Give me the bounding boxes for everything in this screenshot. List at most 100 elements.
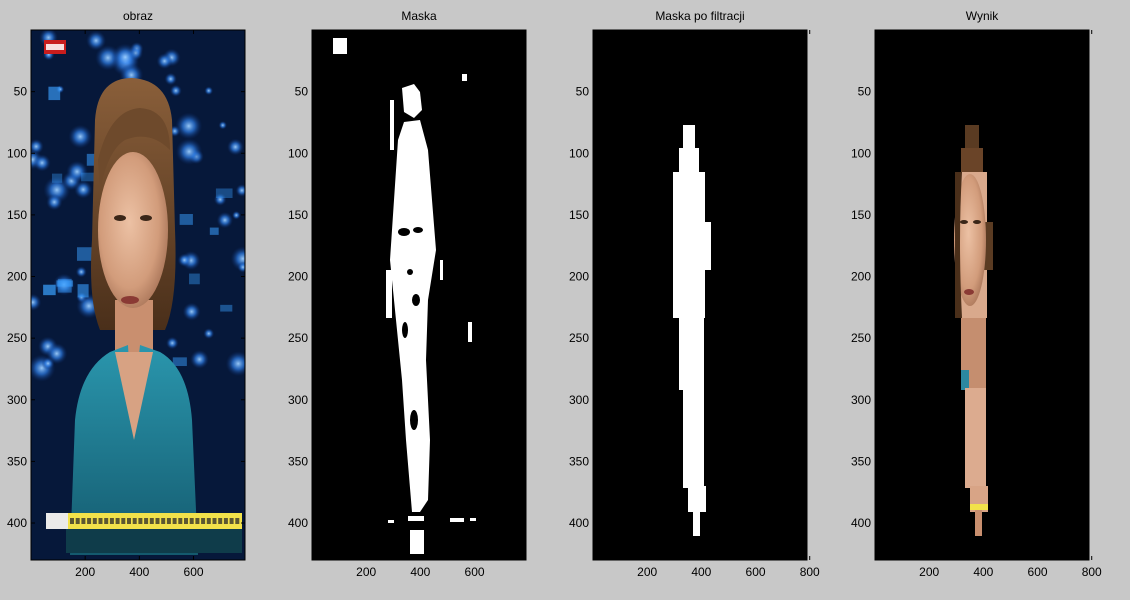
axes-1-decor: obraz 50 100 150 200 250 300 350 400 200 400 600 bbox=[7, 9, 246, 579]
result-hair bbox=[965, 125, 979, 155]
anchor-neckline bbox=[115, 352, 153, 440]
x-tick-label: 800 bbox=[800, 565, 820, 579]
x-tick-label: 600 bbox=[746, 565, 766, 579]
y-tick-label: 350 bbox=[288, 454, 308, 468]
screen-light bbox=[179, 214, 193, 225]
y-tick-label: 250 bbox=[288, 331, 308, 345]
y-tick-label: 100 bbox=[851, 146, 871, 160]
anchor-face bbox=[98, 152, 168, 308]
y-tick-label: 200 bbox=[569, 270, 589, 284]
y-tick-label: 350 bbox=[851, 454, 871, 468]
bokeh-light bbox=[46, 343, 68, 365]
axes-maska bbox=[312, 30, 526, 560]
x-tick-label: 600 bbox=[184, 565, 204, 579]
axes-maska-po-filtracji bbox=[593, 30, 807, 560]
ticker-glyph bbox=[201, 518, 206, 524]
ticker-glyph bbox=[138, 518, 143, 524]
y-tick-label: 400 bbox=[569, 516, 589, 530]
ticker-glyph bbox=[178, 518, 183, 524]
bokeh-light bbox=[166, 336, 179, 350]
bokeh-light bbox=[203, 328, 215, 340]
x-tick-label: 200 bbox=[637, 565, 657, 579]
bokeh-light bbox=[213, 193, 227, 206]
y-tick-label: 300 bbox=[851, 393, 871, 407]
axes-2-decor: Maska 50 100 150 200 250 300 350 400 200 400 600 bbox=[288, 9, 527, 579]
y-tick-label: 200 bbox=[288, 270, 308, 284]
mask-upper-blob bbox=[402, 84, 422, 118]
filtered-block bbox=[679, 318, 704, 390]
anchor-top bbox=[70, 345, 198, 555]
axes-frame bbox=[311, 29, 527, 561]
ticker-text bbox=[70, 518, 240, 524]
bokeh-light bbox=[75, 266, 87, 278]
x-tick-label: 400 bbox=[129, 565, 149, 579]
screen-light bbox=[215, 188, 233, 199]
mask-bottom-2 bbox=[388, 520, 394, 523]
axes-3-decor: Maska po filtracji 50 100 150 200 250 300 350 40… bbox=[569, 9, 820, 579]
x-tick-label: 400 bbox=[973, 565, 993, 579]
result-eye-right bbox=[973, 220, 981, 224]
axes-frame bbox=[592, 29, 808, 561]
y-tick-label: 250 bbox=[851, 331, 871, 345]
y-tick-label: 100 bbox=[7, 146, 27, 160]
x-tick-label: 600 bbox=[465, 565, 485, 579]
mask-logo-blob bbox=[333, 38, 347, 54]
screen-light bbox=[76, 247, 94, 261]
result-ticker bbox=[970, 504, 988, 510]
y-tick-label: 150 bbox=[851, 208, 871, 222]
bokeh-light bbox=[164, 72, 177, 86]
y-tick-label: 400 bbox=[7, 516, 27, 530]
anchor-fringe bbox=[98, 108, 170, 190]
screen-light bbox=[189, 273, 200, 285]
bokeh-light bbox=[235, 184, 245, 197]
bokeh-light bbox=[169, 84, 182, 97]
ticker-glyph bbox=[98, 518, 103, 524]
ticker-glyph bbox=[229, 518, 234, 524]
mask-bottom-5 bbox=[408, 516, 424, 521]
y-tick-label: 250 bbox=[569, 331, 589, 345]
axes-title: obraz bbox=[123, 9, 153, 23]
ticker-label bbox=[46, 513, 68, 529]
mask-bottom-3 bbox=[450, 518, 464, 522]
bokeh-light bbox=[204, 86, 214, 96]
y-tick-label: 50 bbox=[858, 85, 872, 99]
ticker-glyph bbox=[195, 518, 200, 524]
y-tick-label: 50 bbox=[295, 85, 309, 99]
ticker-shadow bbox=[66, 529, 242, 553]
result-eye-left bbox=[960, 220, 968, 224]
screen-light bbox=[86, 153, 98, 166]
mask-holes bbox=[398, 227, 423, 430]
bokeh-light bbox=[231, 210, 241, 220]
channel-logo-text bbox=[46, 44, 64, 50]
mask-dot bbox=[462, 74, 467, 81]
bokeh-light bbox=[190, 349, 209, 369]
ticker-glyph bbox=[132, 518, 137, 524]
ticker-glyph bbox=[144, 518, 149, 524]
y-tick-label: 50 bbox=[576, 85, 590, 99]
ticker-glyph bbox=[235, 518, 240, 524]
bokeh-light bbox=[225, 351, 245, 377]
screen-light bbox=[77, 284, 89, 298]
mask-body bbox=[390, 120, 436, 512]
mask-hole bbox=[407, 269, 413, 275]
screen-light bbox=[172, 357, 187, 367]
filtered-block bbox=[683, 125, 695, 150]
y-tick-label: 200 bbox=[851, 270, 871, 284]
mask-bottom-1 bbox=[410, 530, 424, 554]
filtered-block bbox=[679, 148, 699, 173]
result-hair-left bbox=[955, 172, 962, 318]
mask-hole bbox=[398, 228, 410, 236]
screen-light bbox=[220, 304, 233, 312]
mask-fleck-2 bbox=[440, 260, 443, 280]
ticker-glyph bbox=[75, 518, 80, 524]
y-tick-label: 350 bbox=[569, 454, 589, 468]
mask-hole bbox=[413, 227, 423, 233]
filtered-block bbox=[693, 510, 700, 536]
x-tick-label: 400 bbox=[691, 565, 711, 579]
screen-light bbox=[209, 227, 219, 235]
screen-light bbox=[48, 86, 61, 101]
y-tick-label: 400 bbox=[288, 516, 308, 530]
binary-mask bbox=[333, 38, 476, 554]
x-tick-label: 200 bbox=[919, 565, 939, 579]
